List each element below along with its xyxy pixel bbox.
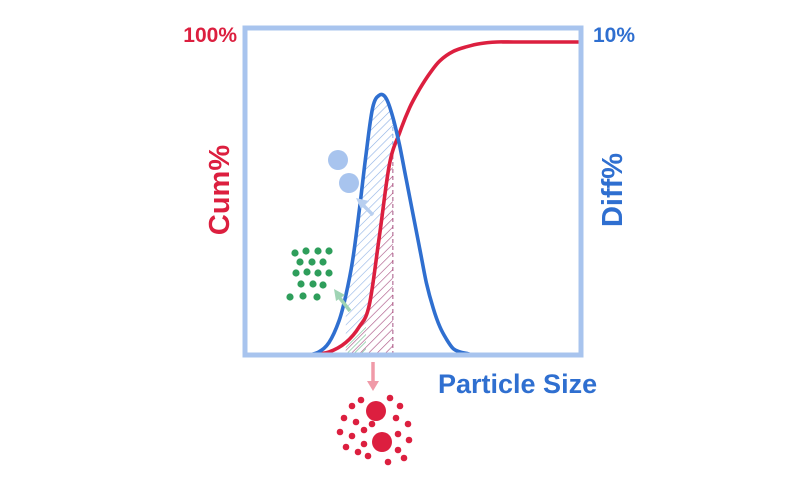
- left-axis-top-tick: 100%: [183, 24, 237, 47]
- fine-particle-dot: [296, 258, 304, 266]
- differential-series-line: [307, 92, 486, 355]
- agglomerate-large-particle: [366, 401, 386, 421]
- fine-particle-dot: [299, 292, 307, 300]
- fine-particle-dot: [303, 268, 311, 276]
- series-layer: [307, 40, 581, 355]
- fine-particle-dot: [314, 269, 322, 277]
- plot-frame: [242, 25, 584, 358]
- fine-particle-dot: [308, 258, 316, 266]
- agglomerate-small-particle: [336, 428, 344, 436]
- left-axis-label: Cum%: [204, 145, 236, 235]
- agglomerate-small-particle: [364, 452, 372, 460]
- agglomerate-small-particle: [340, 414, 348, 422]
- fine-particle-dot: [286, 293, 294, 301]
- fine-particle-dot: [292, 269, 300, 277]
- agglomerate-small-particle: [348, 432, 356, 440]
- agglomerate-small-particle: [357, 396, 365, 404]
- shaded-region-1: [345, 153, 393, 355]
- x-axis-label: Particle Size: [438, 369, 597, 399]
- fine-particle-dot: [325, 269, 333, 277]
- agglomerate-small-particle: [405, 436, 413, 444]
- right-axis-top-tick: 10%: [593, 24, 635, 47]
- agglomerate-small-particle: [360, 426, 368, 434]
- agglomerate-small-particle: [368, 420, 376, 428]
- agglomerate-small-particle: [354, 448, 362, 456]
- agglomerate-small-particle: [384, 458, 392, 466]
- fine-particle-dot: [325, 247, 333, 255]
- fine-particle-dot: [314, 247, 322, 255]
- agglomerate-small-particle: [348, 402, 356, 410]
- agglomerate-small-particle: [360, 440, 368, 448]
- fine-particle-dot: [291, 249, 299, 257]
- fine-particle-dot: [302, 247, 310, 255]
- agglomerate-small-particle: [394, 430, 402, 438]
- fine-particle-dot: [309, 280, 317, 288]
- agglomerate-small-particle: [352, 418, 360, 426]
- agglomerate-small-particle: [342, 443, 350, 451]
- fine-particles-icon: [286, 247, 352, 313]
- cumulative-series-line: [307, 40, 581, 355]
- fine-particle-dot: [313, 293, 321, 301]
- fine-particle-dot: [319, 281, 327, 289]
- agglomerate-small-particle: [404, 420, 412, 428]
- agglomerate-large-particle: [372, 432, 392, 452]
- agglomerate-small-particle: [392, 414, 400, 422]
- right-axis-label: Diff%: [597, 153, 629, 227]
- agglomerate-small-particle: [386, 394, 394, 402]
- agglomerate-particles-icon: [336, 362, 413, 466]
- agglomerate-small-particle: [396, 402, 404, 410]
- agglomerate-small-particle: [400, 454, 408, 462]
- agglomerate-small-particle: [394, 446, 402, 454]
- large-particles-icon: [328, 150, 375, 217]
- fine-particle-dot: [319, 258, 327, 266]
- fine-particle-dot: [297, 280, 305, 288]
